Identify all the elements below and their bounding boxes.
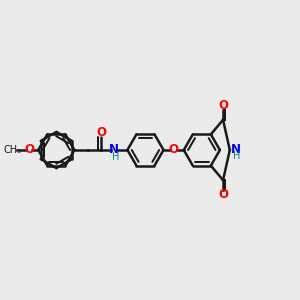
Text: N: N <box>109 143 119 157</box>
Text: CH₃: CH₃ <box>4 145 22 155</box>
Text: N: N <box>231 143 241 157</box>
Text: O: O <box>96 126 106 139</box>
Text: O: O <box>169 143 178 157</box>
Text: O: O <box>218 99 228 112</box>
Text: H: H <box>112 152 119 162</box>
Text: H: H <box>233 151 241 161</box>
Text: O: O <box>24 143 34 157</box>
Text: O: O <box>218 188 228 201</box>
